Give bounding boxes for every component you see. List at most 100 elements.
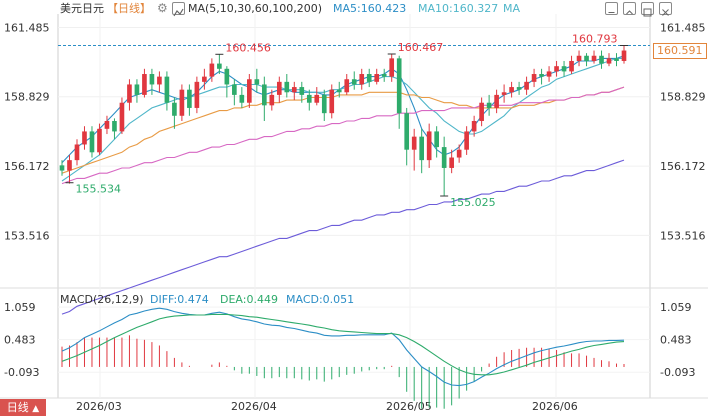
macd-tick-label-left: 1.059 (4, 301, 36, 314)
candle-body (82, 131, 87, 145)
annotation-label: 160.456 (225, 41, 270, 54)
candle-body (501, 92, 507, 95)
candle-body (411, 136, 417, 150)
ma-line-ma60 (61, 86, 625, 185)
candle-body (127, 84, 132, 103)
macd-tick-label-left: -0.093 (4, 366, 39, 379)
candle-body (381, 74, 387, 77)
candle-body (494, 94, 499, 108)
candle-body (524, 81, 529, 90)
macd-tick-label-right: 0.483 (660, 334, 692, 347)
candle-body (232, 84, 237, 95)
ma-line-ma10 (61, 57, 624, 182)
macd-line-dea (61, 313, 625, 376)
mini-chart-icon (173, 8, 184, 17)
caret-up-icon: ▲ (32, 404, 40, 414)
price-tick-label-right: 156.172 (660, 160, 706, 173)
price-tick-label-left: 153.516 (4, 229, 50, 242)
candle-body (531, 74, 537, 82)
candle-body (261, 84, 267, 106)
candle-body (396, 58, 402, 114)
candle-body (426, 131, 432, 161)
candle-body (374, 74, 380, 82)
candle-body (284, 81, 290, 93)
x-tick-label: 2026/03 (76, 400, 122, 413)
period-tag[interactable]: 【日线】 (107, 2, 151, 15)
candle-body (441, 147, 447, 168)
candle-body (179, 89, 185, 116)
candle-body (321, 94, 327, 114)
candle-body (89, 131, 95, 153)
candle-body (546, 71, 552, 77)
candle-body (471, 120, 477, 132)
ma10-label: MA10:160.327 (418, 2, 499, 15)
settings-icon[interactable]: ⚙ (157, 1, 168, 15)
ma-line-ma5 (61, 55, 625, 164)
chevron-up-icon[interactable] (623, 2, 636, 15)
candle-body (202, 76, 207, 82)
chevron-up-glyph (626, 10, 633, 15)
candle-body (149, 74, 155, 85)
candle-body (614, 58, 619, 61)
candle-body (479, 102, 484, 121)
candle-body (291, 87, 297, 93)
candle-body (224, 68, 230, 85)
candle-body (569, 60, 574, 72)
candle-body (404, 113, 410, 150)
candle-body (59, 165, 65, 171)
macd-tick-label-right: 1.059 (660, 301, 692, 314)
candle-body (329, 89, 335, 114)
candle-body (314, 94, 320, 103)
annotation-label: 155.025 (450, 196, 496, 209)
candle-body (456, 149, 462, 158)
expand-icon[interactable] (641, 2, 654, 17)
candle-body (591, 55, 597, 61)
annotation-label: 160.793 (572, 32, 618, 45)
candle-body (164, 76, 170, 103)
candle-body (434, 131, 439, 148)
candle-body (359, 74, 365, 85)
candle-body (209, 63, 215, 77)
price-tick-label-left: 156.172 (4, 160, 50, 173)
candle-body (516, 87, 522, 90)
period-select-button[interactable]: 日线 ▲ (0, 399, 46, 416)
candle-body (157, 76, 162, 85)
macd-tick-label-left: 0.483 (4, 334, 36, 347)
macd-diff-label: DIFF:0.474 (150, 293, 209, 306)
macd-label: MACD(26,12,9) (60, 293, 144, 306)
macd-tick-label-right: -0.093 (660, 366, 695, 379)
period-select-label: 日线 (6, 401, 29, 414)
candle-body (389, 58, 395, 77)
candle-body (217, 63, 222, 69)
price-tick-label-left: 158.829 (4, 91, 50, 104)
candle-body (119, 102, 125, 132)
ma-label: MA(5,10,30,60,100,200) (188, 2, 323, 15)
indicator-switch-icon[interactable] (172, 2, 185, 17)
minus-icon[interactable] (605, 2, 618, 15)
candle-body (344, 79, 350, 93)
candle-body (172, 102, 177, 116)
candle-body (554, 66, 559, 72)
candle-body (97, 128, 102, 153)
candle-body (561, 66, 567, 72)
ma-line-ma30 (61, 86, 625, 174)
price-tick-label-left: 161.485 (4, 21, 50, 34)
candle-body (239, 94, 245, 103)
ma5-label: MA5:160.423 (333, 2, 407, 15)
close-icon[interactable] (659, 2, 672, 16)
price-tick-label-right: 161.485 (660, 21, 706, 34)
price-tick-label-right: 153.516 (660, 229, 706, 242)
x-tick-label: 2026/05 (386, 400, 432, 413)
candle-body (187, 89, 192, 108)
candle-body (509, 87, 514, 93)
candle-body (539, 74, 544, 77)
candle-body (351, 79, 357, 85)
symbol-title: 美元日元 (60, 2, 104, 15)
annotation-label: 155.534 (75, 183, 121, 196)
last-price-tag: 160.591 (653, 43, 707, 59)
candle-body (366, 74, 372, 82)
candle-body (254, 79, 260, 85)
price-tick-label-right: 158.829 (660, 91, 706, 104)
candle-body (584, 55, 589, 61)
